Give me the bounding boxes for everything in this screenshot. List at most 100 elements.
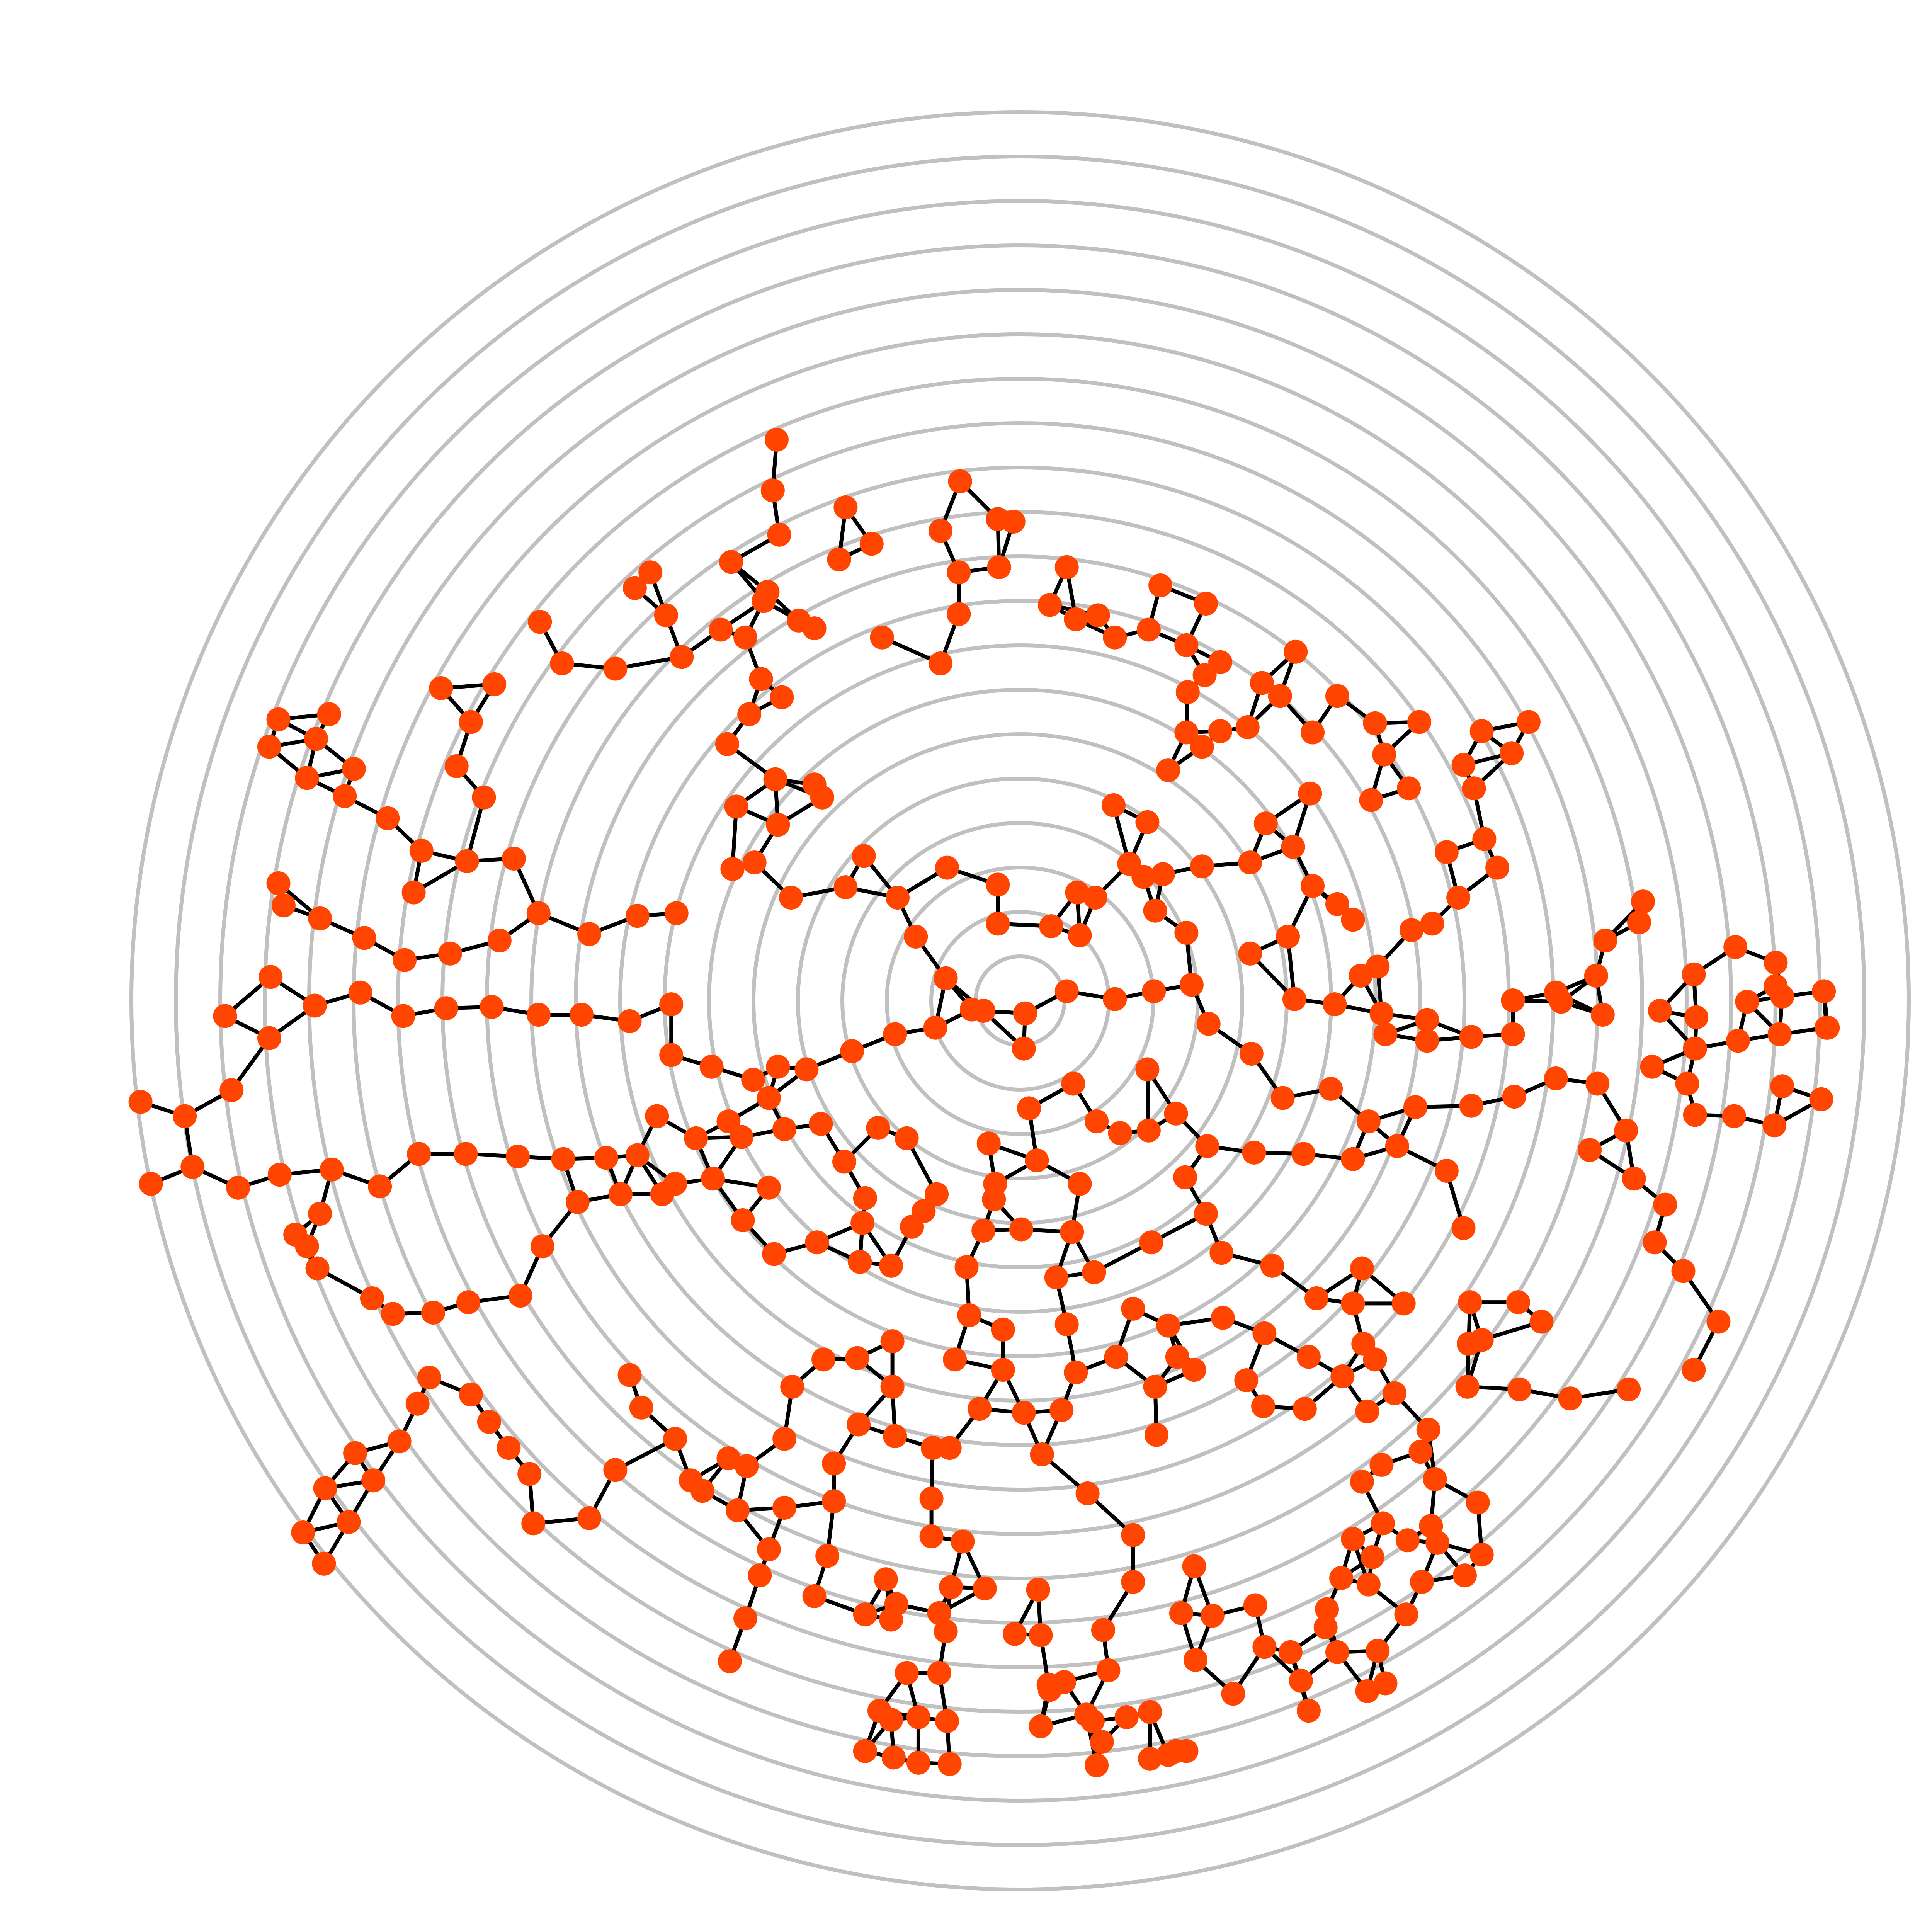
node (1373, 1022, 1398, 1046)
node (948, 469, 972, 493)
node (271, 893, 296, 918)
node (847, 1412, 871, 1437)
node (438, 941, 462, 966)
node (927, 1601, 951, 1625)
node (521, 1511, 546, 1536)
node (577, 1506, 602, 1530)
node (283, 1223, 308, 1247)
node (919, 1486, 944, 1511)
node (348, 980, 372, 1005)
node (1770, 1074, 1794, 1099)
node (934, 1619, 958, 1643)
node (594, 1146, 618, 1170)
node (1350, 1256, 1374, 1281)
node (1268, 684, 1292, 708)
ring (574, 554, 1466, 1447)
node (407, 1142, 431, 1166)
node (991, 1317, 1015, 1342)
node (1151, 862, 1175, 886)
node (1190, 854, 1214, 879)
node (1325, 684, 1349, 708)
node (629, 1395, 653, 1420)
node (1164, 1101, 1188, 1126)
node (219, 1078, 244, 1102)
node (724, 794, 748, 819)
node (1648, 998, 1672, 1023)
node (881, 1745, 906, 1770)
node (1459, 1025, 1483, 1049)
node (508, 1284, 532, 1308)
node (1284, 639, 1308, 664)
node (664, 901, 689, 925)
node (935, 855, 959, 880)
node (802, 772, 827, 797)
node (815, 1544, 840, 1568)
node (1030, 1442, 1054, 1466)
node (1507, 1377, 1532, 1401)
node (1452, 1563, 1477, 1588)
node (259, 965, 283, 989)
node (1195, 1134, 1219, 1158)
node (1816, 1015, 1840, 1040)
node (760, 478, 785, 503)
node (1260, 1253, 1284, 1278)
node (1138, 1700, 1162, 1724)
node (1472, 827, 1497, 851)
node (1017, 1096, 1041, 1121)
node (968, 1397, 992, 1421)
node (1614, 1118, 1638, 1143)
node (1341, 1147, 1365, 1171)
node (749, 667, 773, 691)
node (308, 906, 332, 930)
node (1037, 593, 1062, 617)
node (1369, 1001, 1394, 1026)
node (699, 1054, 724, 1079)
node (551, 1147, 575, 1171)
node (1090, 1730, 1114, 1754)
node (1234, 1368, 1259, 1393)
node (1410, 1570, 1434, 1594)
node (1329, 1566, 1354, 1590)
node (764, 427, 789, 452)
node (1037, 1678, 1062, 1702)
node (811, 1347, 836, 1372)
node (361, 1468, 386, 1493)
node (459, 710, 483, 734)
node (1301, 874, 1325, 898)
node (1182, 1358, 1206, 1382)
node (1395, 1528, 1420, 1553)
node (1383, 1381, 1407, 1405)
node (853, 1186, 877, 1210)
node (1469, 1328, 1494, 1352)
node (1593, 929, 1617, 953)
node (530, 1234, 554, 1259)
node (1108, 1121, 1132, 1145)
node (505, 1145, 530, 1168)
node (1064, 1360, 1088, 1384)
node (295, 766, 319, 790)
node (883, 1022, 907, 1046)
node (1682, 962, 1706, 986)
node (1451, 753, 1476, 777)
node (920, 1436, 945, 1460)
node (937, 1752, 962, 1776)
node (1415, 1008, 1439, 1032)
node (1682, 1358, 1706, 1382)
node (1190, 735, 1214, 759)
node (455, 849, 479, 873)
node (1101, 793, 1126, 817)
node (1502, 1085, 1526, 1109)
node (1200, 1604, 1225, 1628)
node (757, 1175, 781, 1200)
node (951, 1529, 975, 1554)
node (870, 625, 894, 650)
node (409, 838, 434, 863)
node (1770, 984, 1794, 1009)
node (670, 645, 694, 669)
node (1065, 880, 1089, 905)
node (1086, 603, 1110, 628)
node (731, 1208, 755, 1232)
node (401, 880, 426, 905)
node (1083, 886, 1107, 910)
